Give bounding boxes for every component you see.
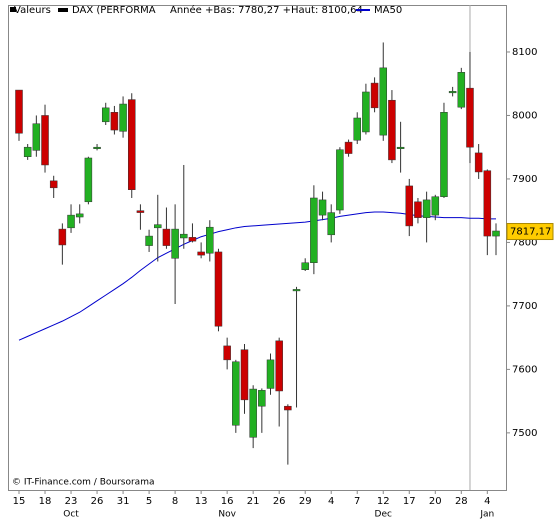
- x-tick-label: 7: [354, 496, 360, 507]
- candle-body: [206, 226, 214, 254]
- candle-body: [145, 235, 153, 246]
- month-label: Dec: [375, 510, 392, 519]
- month-label: Jan: [479, 510, 494, 519]
- y-tick-label: 8100: [512, 47, 537, 58]
- candle-body: [405, 185, 414, 227]
- candle-body: [492, 230, 500, 237]
- candle-body: [388, 99, 396, 161]
- candle-body: [275, 340, 283, 392]
- candle-body: [266, 359, 275, 389]
- candle-body: [93, 146, 101, 149]
- legend-label: MA50: [374, 5, 402, 16]
- candle-body: [58, 228, 67, 246]
- y-tick-label: 7900: [512, 174, 537, 185]
- candle-body: [154, 224, 162, 229]
- candle-body: [336, 149, 344, 211]
- candle-body: [214, 251, 223, 327]
- x-tick-label: 20: [429, 496, 442, 507]
- candle-body: [396, 146, 405, 149]
- month-label: Oct: [63, 510, 79, 519]
- candle-body: [474, 152, 483, 173]
- month-label: Nov: [218, 510, 236, 519]
- x-tick-label: 13: [195, 496, 208, 507]
- x-tick-label: 4: [328, 496, 334, 507]
- candle-body: [188, 237, 197, 242]
- candle-body: [23, 146, 32, 157]
- candle-body: [162, 228, 171, 246]
- x-tick-label: 23: [65, 496, 78, 507]
- candle-body: [119, 103, 127, 132]
- x-tick-label: 8: [172, 496, 178, 507]
- y-tick-label: 7700: [512, 301, 537, 312]
- candle-body: [101, 107, 110, 123]
- candle-body: [327, 212, 335, 236]
- y-tick-label: 7800: [512, 237, 537, 248]
- x-tick-label: 12: [377, 496, 390, 507]
- header-instrument: DAX (PERFORMA: [72, 5, 156, 16]
- candle-body: [466, 87, 474, 148]
- candle-body: [431, 196, 440, 216]
- header-label: Valeurs: [14, 5, 51, 16]
- candle-body: [75, 213, 84, 218]
- x-tick-label: 26: [273, 496, 286, 507]
- y-tick-label: 7500: [512, 428, 537, 439]
- credit: © IT-Finance.com / Boursorama: [12, 478, 154, 488]
- candle-body: [301, 262, 309, 270]
- last-value-label: 7817,17: [510, 227, 551, 238]
- header-stats: Année +Bas: 7780,27 +Haut: 8100,64: [170, 4, 363, 16]
- candle-body: [258, 390, 266, 407]
- candle-body: [379, 67, 388, 136]
- candle-body: [318, 199, 327, 216]
- candle-body: [32, 123, 41, 151]
- x-tick-label: 28: [455, 496, 468, 507]
- x-tick-label: 17: [403, 496, 416, 507]
- x-tick-label: 26: [91, 496, 104, 507]
- candle-body: [370, 82, 379, 109]
- x-tick-label: 16: [221, 496, 234, 507]
- candle-body: [240, 349, 249, 401]
- candle-body: [171, 228, 179, 259]
- candle-body: [136, 210, 145, 213]
- x-tick-label: 4: [484, 496, 490, 507]
- legend-swatch: [10, 7, 16, 12]
- candle-body: [249, 388, 257, 438]
- candle-body: [180, 233, 188, 239]
- x-tick-label: 31: [117, 496, 130, 507]
- candle-body: [483, 170, 492, 237]
- plot-frame: [8, 5, 507, 491]
- last-value-box: [506, 223, 554, 241]
- candle-body: [440, 112, 448, 197]
- candle-body: [344, 141, 353, 154]
- candle-body: [362, 91, 370, 133]
- x-tick-label: 15: [13, 496, 26, 507]
- candle-body: [41, 115, 49, 166]
- x-tick-label: 5: [146, 496, 152, 507]
- candle-body: [284, 405, 292, 411]
- y-tick-label: 7600: [512, 364, 537, 375]
- candle-body: [353, 117, 361, 141]
- candle-body: [223, 345, 231, 361]
- legend-swatch: [58, 8, 68, 12]
- x-tick-label: 29: [299, 496, 312, 507]
- candle-body: [414, 201, 422, 218]
- candle-body: [448, 91, 457, 94]
- candle-body: [110, 112, 119, 131]
- candle-body: [292, 289, 301, 292]
- candle-body: [457, 72, 466, 108]
- candle-body: [197, 251, 205, 256]
- candle-body: [422, 199, 431, 218]
- candle-body: [232, 361, 240, 426]
- candle-body: [127, 99, 136, 190]
- candle-body: [67, 214, 75, 229]
- x-tick-label: 18: [39, 496, 52, 507]
- candle-body: [310, 197, 318, 263]
- y-tick-label: 8000: [512, 110, 537, 121]
- candle-body: [15, 89, 23, 134]
- x-tick-label: 21: [247, 496, 260, 507]
- candle-body: [49, 180, 58, 189]
- candle-body: [84, 157, 93, 203]
